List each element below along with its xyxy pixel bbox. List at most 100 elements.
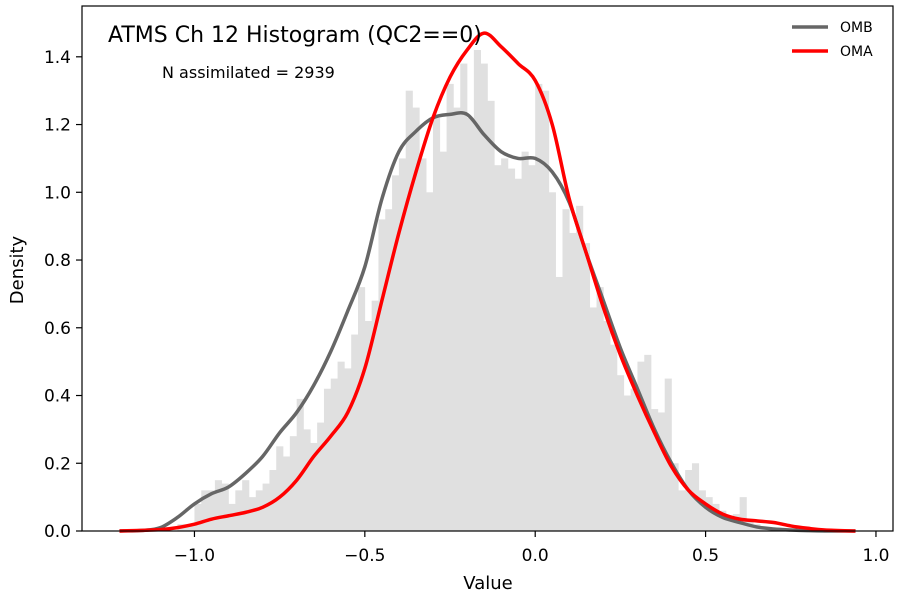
histogram-bar	[337, 361, 345, 531]
histogram-bar	[637, 361, 645, 531]
histogram-bar	[378, 219, 386, 531]
histogram-bar	[548, 192, 556, 532]
density-line-oma	[119, 31, 856, 533]
histogram-bar	[303, 429, 311, 531]
histogram-bar	[582, 243, 591, 531]
histogram-bar	[610, 344, 618, 531]
histogram-bar	[514, 178, 522, 532]
histogram-bar	[248, 497, 257, 531]
histogram-bar	[487, 100, 495, 531]
histogram-bar	[310, 442, 318, 531]
histogram-bar	[412, 107, 420, 532]
histogram-bar	[446, 83, 454, 532]
histogram-bar	[480, 63, 488, 531]
histogram-bar	[542, 90, 550, 532]
legend: OMB OMA	[792, 20, 873, 60]
histogram-bar	[194, 503, 202, 531]
histogram-bar	[494, 165, 502, 531]
histogram-bar	[726, 517, 734, 531]
histogram-bar	[562, 209, 570, 532]
histogram-bar	[242, 480, 250, 531]
histogram-bar	[201, 490, 209, 531]
histogram-bar	[623, 395, 631, 531]
histogram-bar	[555, 276, 563, 531]
histogram-bar	[698, 490, 706, 531]
legend-label-oma: OMA	[840, 44, 873, 60]
x-tick-label: 0.0	[522, 546, 549, 566]
histogram-bar	[228, 503, 236, 531]
histogram-bar	[576, 205, 584, 531]
x-tick-label: 1.0	[862, 546, 889, 566]
histogram-bar	[685, 470, 693, 531]
y-tick-label: 1.4	[44, 48, 71, 68]
x-tick-label: −0.5	[344, 546, 385, 566]
histogram-bar	[453, 107, 461, 532]
histogram-bar	[439, 151, 447, 531]
histogram-bar	[426, 192, 434, 532]
histogram-bar	[330, 378, 338, 531]
histogram	[177, 50, 775, 532]
y-tick-label: 0.6	[44, 319, 71, 339]
histogram-bar	[208, 490, 216, 531]
n-assimilated-annotation: N assimilated = 2939	[162, 63, 335, 82]
histogram-bar	[467, 117, 475, 532]
histogram-bar	[678, 490, 686, 531]
histogram-bar	[392, 175, 400, 531]
histogram-bar	[214, 480, 223, 531]
density-line-omb	[119, 111, 856, 533]
histogram-bar	[616, 375, 625, 531]
x-axis-label: Value	[463, 573, 512, 594]
histogram-bar	[569, 232, 577, 531]
histogram-bar	[235, 490, 243, 531]
histogram-bar	[739, 497, 747, 531]
histogram-bar	[405, 90, 413, 532]
histogram-bar	[644, 354, 652, 531]
histogram-bar	[460, 63, 468, 531]
histogram-bar	[535, 83, 543, 532]
histogram-bar	[705, 497, 713, 531]
histogram-bar	[432, 117, 441, 532]
histogram-bar	[719, 510, 727, 531]
plot-frame	[81, 5, 894, 532]
y-axis-ticks: 0.0 0.2 0.4 0.6 0.8 1.0 1.2 1.4	[44, 48, 82, 542]
density-lines	[119, 31, 856, 533]
histogram-bar	[651, 409, 659, 531]
histogram-bar	[507, 168, 516, 531]
histogram-bar	[657, 412, 665, 531]
x-tick-label: 0.5	[692, 546, 719, 566]
histogram-bar	[596, 287, 604, 531]
histogram-bar	[364, 321, 372, 531]
histogram-bar	[712, 503, 720, 531]
histogram-bar	[255, 490, 263, 531]
y-axis-label: Density	[7, 235, 28, 304]
histogram-bar	[521, 151, 529, 531]
histogram-bar	[589, 307, 597, 531]
y-tick-label: 0.8	[44, 251, 71, 271]
legend-label-omb: OMB	[840, 20, 873, 36]
histogram-bar	[351, 334, 359, 531]
histogram-bar	[473, 50, 481, 531]
histogram-bar	[398, 158, 407, 532]
histogram-bar	[385, 209, 393, 532]
histogram-bar	[371, 300, 379, 531]
histogram-bar	[344, 368, 352, 531]
histogram-bar	[317, 422, 325, 531]
histogram-bar	[276, 446, 284, 531]
y-tick-label: 1.2	[44, 116, 71, 136]
histogram-bar	[528, 165, 536, 531]
histogram-bar	[358, 287, 366, 531]
y-tick-label: 0.2	[44, 454, 71, 474]
histogram-bar	[296, 398, 304, 531]
histogram-bar	[283, 456, 291, 531]
histogram-bar	[323, 388, 332, 531]
y-tick-label: 0.0	[44, 522, 71, 542]
x-tick-label: −1.0	[174, 546, 215, 566]
y-tick-label: 1.0	[44, 183, 71, 203]
histogram-bar	[671, 463, 679, 531]
histogram-bar	[419, 158, 427, 532]
chart-title: ATMS Ch 12 Histogram (QC2==0)	[108, 23, 482, 48]
histogram-bar	[501, 158, 509, 532]
histogram-bar	[603, 321, 611, 531]
histogram-bar	[630, 388, 638, 531]
